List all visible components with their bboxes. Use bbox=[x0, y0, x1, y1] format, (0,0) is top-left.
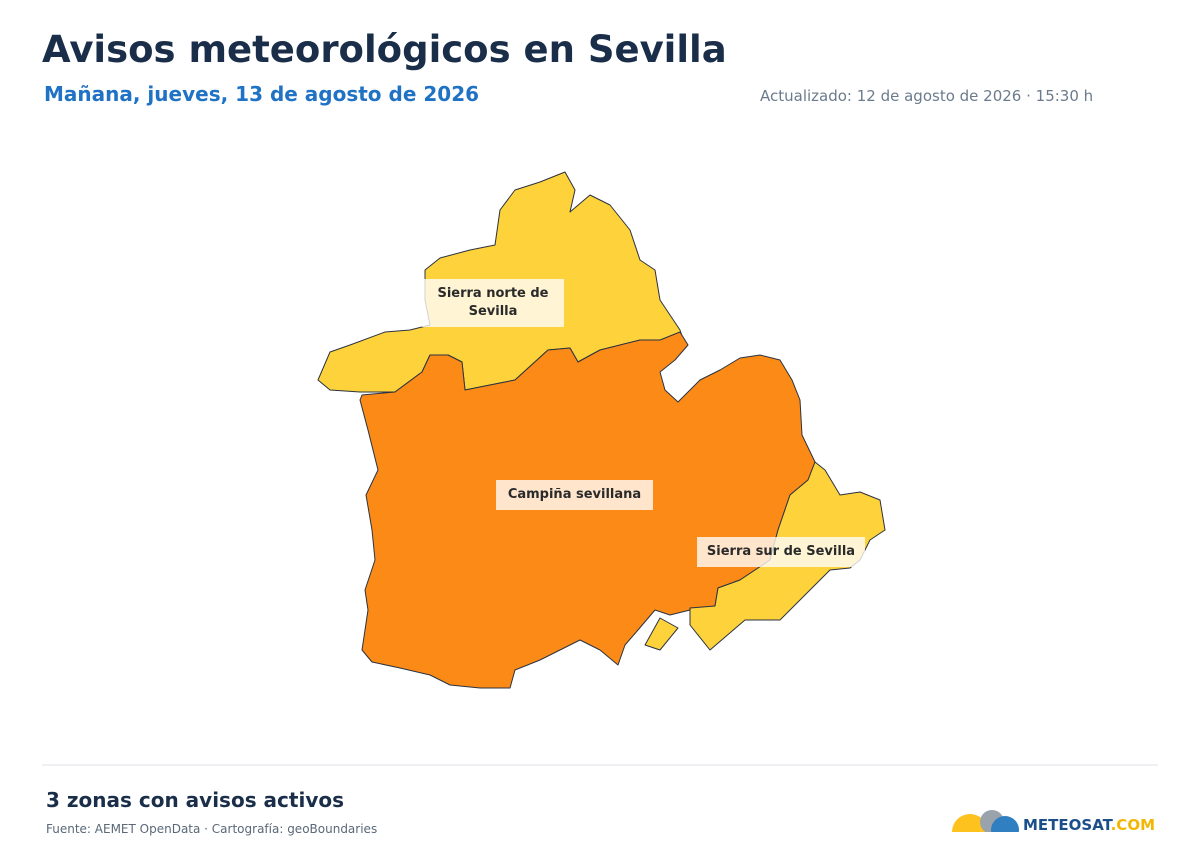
zone-label: Sierra sur de Sevilla bbox=[697, 537, 865, 567]
zone-label: Sierra norte de Sevilla bbox=[422, 279, 564, 327]
zone-label: Campiña sevillana bbox=[496, 480, 653, 510]
logo-text: .COM bbox=[1110, 816, 1155, 834]
subtitle: Mañana, jueves, 13 de agosto de 2026 bbox=[44, 82, 480, 106]
zone-sierra-sur bbox=[644, 617, 679, 651]
updated: Actualizado: 12 de agosto de 2026 · 15:3… bbox=[760, 87, 1094, 105]
title: Avisos meteorológicos en Sevilla bbox=[42, 28, 727, 71]
logo: METEOSAT.COM bbox=[1023, 816, 1155, 834]
summary: 3 zonas con avisos activos bbox=[46, 788, 345, 812]
zone-campina bbox=[359, 331, 816, 689]
logo-text: METEOSAT bbox=[1023, 816, 1111, 834]
source: Fuente: AEMET OpenData · Cartografía: ge… bbox=[46, 822, 378, 836]
logo-icon bbox=[945, 810, 1025, 850]
